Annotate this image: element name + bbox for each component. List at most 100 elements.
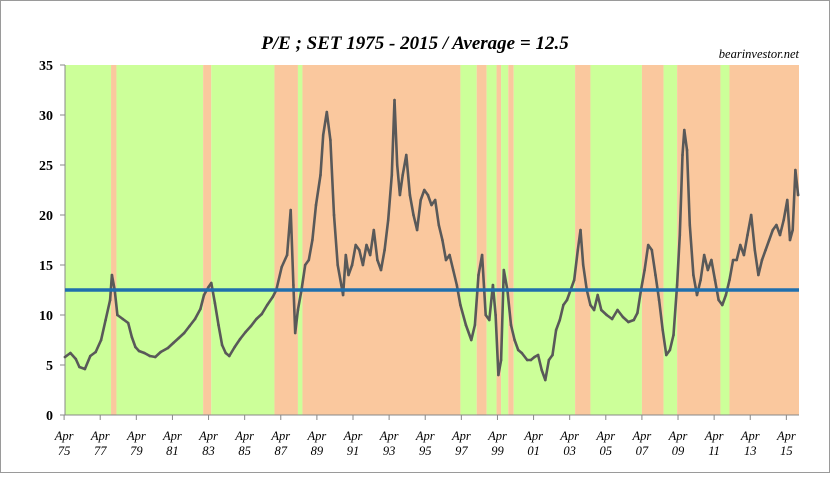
data-point-90 xyxy=(430,203,433,207)
data-point-10 xyxy=(110,273,114,277)
data-point-36 xyxy=(228,354,231,358)
x-tick-month-10: Apr xyxy=(415,429,435,443)
data-point-176 xyxy=(746,233,749,237)
x-tick-year-17: 09 xyxy=(672,444,685,458)
data-point-188 xyxy=(788,238,792,242)
data-point-125 xyxy=(558,318,562,322)
x-tick-year-12: 99 xyxy=(491,444,504,458)
data-point-89 xyxy=(426,193,430,197)
x-tick-year-3: 81 xyxy=(166,444,179,458)
data-point-171 xyxy=(728,278,731,282)
data-point-178 xyxy=(753,248,757,252)
data-point-153 xyxy=(668,348,672,352)
regime-band-orange-5 xyxy=(274,65,298,415)
data-point-151 xyxy=(661,328,664,332)
data-point-106 xyxy=(491,283,495,287)
data-point-150 xyxy=(657,298,661,302)
x-tick-month-5: Apr xyxy=(234,429,254,443)
regime-band-green-8 xyxy=(460,65,477,415)
y-tick-label-35: 35 xyxy=(39,59,53,74)
data-point-177 xyxy=(749,213,753,217)
x-tick-month-13: Apr xyxy=(523,429,543,443)
data-point-58 xyxy=(321,133,325,137)
axes: 05101520253035Apr75Apr77Apr79Apr81Apr83A… xyxy=(39,59,799,458)
data-point-99 xyxy=(464,323,468,327)
data-point-134 xyxy=(589,303,592,307)
data-point-132 xyxy=(581,263,585,267)
data-point-159 xyxy=(685,148,689,152)
data-point-155 xyxy=(675,283,679,287)
data-point-184 xyxy=(775,223,778,227)
data-point-75 xyxy=(379,268,383,272)
y-tick-label-0: 0 xyxy=(46,409,53,424)
y-tick-label-15: 15 xyxy=(39,259,53,274)
data-point-13 xyxy=(121,317,125,321)
data-point-79 xyxy=(393,98,396,102)
data-point-123 xyxy=(551,353,554,357)
data-point-191 xyxy=(796,193,800,197)
data-point-180 xyxy=(760,258,764,262)
data-point-24 xyxy=(177,336,181,340)
data-point-173 xyxy=(735,258,739,262)
x-tick-month-6: Apr xyxy=(270,429,290,443)
data-point-146 xyxy=(643,268,646,272)
x-tick-year-18: 11 xyxy=(708,444,720,458)
data-point-120 xyxy=(540,368,543,372)
data-point-33 xyxy=(217,323,220,327)
x-tick-year-13: 01 xyxy=(527,444,540,458)
data-point-122 xyxy=(547,358,551,362)
x-tick-month-14: Apr xyxy=(559,429,579,443)
data-point-5 xyxy=(88,354,92,358)
source-label: bearinvestor.net xyxy=(719,47,800,61)
data-point-175 xyxy=(742,253,746,257)
data-point-84 xyxy=(408,193,412,197)
data-point-59 xyxy=(325,110,329,114)
regime-band-green-18 xyxy=(663,65,678,415)
data-point-179 xyxy=(757,273,760,277)
data-point-112 xyxy=(509,323,513,327)
data-point-8 xyxy=(104,318,107,322)
data-point-98 xyxy=(459,303,462,307)
data-point-116 xyxy=(525,358,529,362)
regime-band-green-6 xyxy=(297,65,303,415)
data-point-44 xyxy=(271,295,274,299)
x-tick-year-11: 97 xyxy=(455,444,468,458)
data-point-114 xyxy=(516,348,520,352)
data-point-142 xyxy=(627,320,630,324)
regime-band-orange-15 xyxy=(575,65,591,415)
data-point-43 xyxy=(265,303,269,307)
data-point-37 xyxy=(233,345,237,349)
data-point-7 xyxy=(99,338,103,342)
data-point-57 xyxy=(319,173,322,177)
data-point-38 xyxy=(238,337,242,341)
data-point-107 xyxy=(494,313,497,317)
chart-title: P/E ; SET 1975 - 2015 / Average = 12.5 xyxy=(260,33,569,54)
data-point-113 xyxy=(513,338,516,342)
data-point-147 xyxy=(646,243,650,247)
data-point-25 xyxy=(182,331,186,335)
data-point-110 xyxy=(502,268,506,272)
x-tick-year-16: 07 xyxy=(636,444,649,458)
data-point-186 xyxy=(782,218,785,222)
data-point-141 xyxy=(621,315,625,319)
data-point-67 xyxy=(350,263,354,267)
data-point-35 xyxy=(224,351,228,355)
data-point-62 xyxy=(336,263,339,267)
data-point-41 xyxy=(255,317,258,321)
data-point-27 xyxy=(193,317,197,321)
x-tick-month-1: Apr xyxy=(90,429,110,443)
data-point-182 xyxy=(767,238,771,242)
data-point-12 xyxy=(116,313,119,317)
x-tick-month-3: Apr xyxy=(162,429,182,443)
data-point-149 xyxy=(654,273,657,277)
data-point-183 xyxy=(771,228,775,232)
regime-band-green-14 xyxy=(513,65,576,415)
data-point-96 xyxy=(451,268,455,272)
y-tick-label-25: 25 xyxy=(39,159,53,174)
x-tick-year-1: 77 xyxy=(94,444,107,458)
data-point-174 xyxy=(739,243,742,247)
data-point-77 xyxy=(386,218,390,222)
data-point-181 xyxy=(764,248,767,252)
x-tick-year-5: 85 xyxy=(238,444,251,458)
x-tick-year-14: 03 xyxy=(563,444,576,458)
